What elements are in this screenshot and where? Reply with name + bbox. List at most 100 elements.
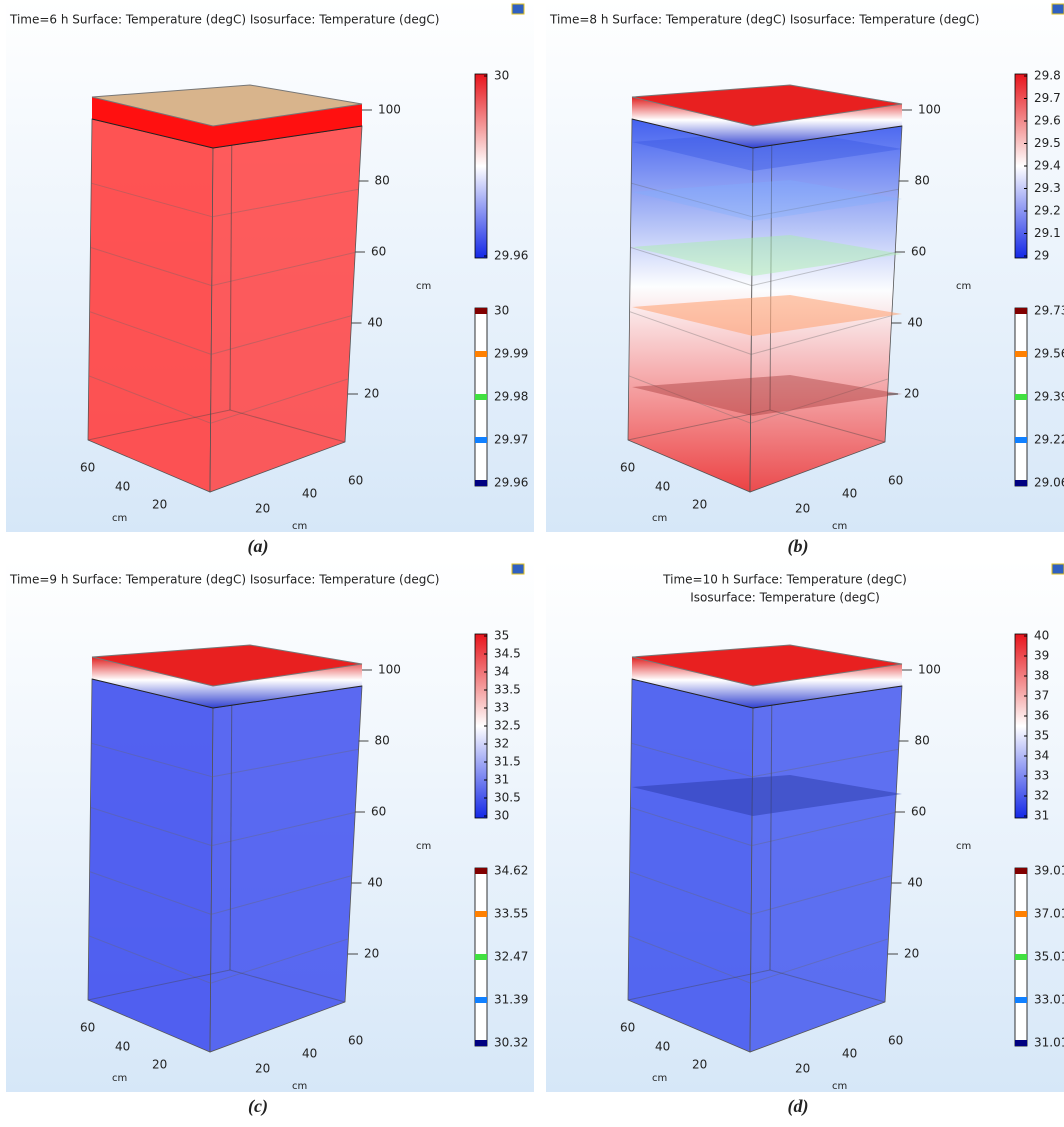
x-tick-label: 20 — [692, 1058, 707, 1072]
isosurface-legend-label: 31.01 — [1034, 1036, 1064, 1050]
x-axis-unit: cm — [652, 1073, 667, 1084]
y-tick-label: 60 — [888, 1034, 903, 1048]
surface-legend-label: 29 — [1034, 249, 1049, 263]
x-tick-label: 60 — [620, 461, 635, 475]
z-tick-label: 80 — [915, 734, 930, 748]
panel-caption: (a) — [248, 536, 269, 557]
toolbar-icon — [512, 564, 524, 574]
panel: Time=10 h Surface: Temperature (degC) Iso… — [546, 560, 1064, 1117]
surface-legend-label: 40 — [1034, 629, 1049, 643]
x-tick-label: 60 — [620, 1021, 635, 1035]
surface-legend-label: 29.7 — [1034, 91, 1061, 105]
isosurface-level-swatch — [1015, 394, 1027, 400]
z-tick-label: 60 — [911, 805, 926, 819]
x-tick-label: 60 — [80, 461, 95, 475]
isosurface-legend-label: 30.32 — [494, 1036, 528, 1050]
isosurface-level-swatch — [1015, 911, 1027, 917]
isosurface-level-swatch — [1015, 997, 1027, 1003]
toolbar-icon — [1052, 4, 1064, 14]
panel-caption: (d) — [788, 1096, 809, 1117]
surface-colorbar — [1015, 634, 1027, 818]
isosurface-legend-label: 37.01 — [1034, 907, 1064, 921]
x-tick-label: 40 — [655, 1040, 670, 1054]
x-axis-unit: cm — [112, 1073, 127, 1084]
plot-title: Time=9 h Surface: Temperature (degC) Iso… — [9, 573, 439, 587]
surface-legend-label: 31.5 — [494, 755, 521, 769]
surface-legend-label: 32 — [494, 737, 509, 751]
surface-legend-label: 29.2 — [1034, 204, 1061, 218]
x-tick-label: 20 — [692, 498, 707, 512]
isosurface-level-swatch — [475, 1040, 487, 1046]
y-tick-label: 40 — [842, 1047, 857, 1061]
isosurface-level-swatch — [1015, 437, 1027, 443]
z-tick-label: 100 — [918, 663, 941, 677]
y-tick-label: 20 — [255, 1062, 270, 1076]
plot-title: Time=6 h Surface: Temperature (degC) Iso… — [9, 13, 439, 27]
isosurface-legend-label: 34.62 — [494, 864, 528, 878]
z-tick-label: 20 — [364, 947, 379, 961]
y-tick-label: 60 — [348, 1034, 363, 1048]
x-tick-label: 40 — [115, 480, 130, 494]
z-axis-unit: cm — [956, 841, 971, 852]
surface-legend-label: 35 — [494, 629, 509, 643]
y-tick-label: 60 — [888, 474, 903, 488]
surface-legend-label: 31 — [494, 773, 509, 787]
x-tick-label: 40 — [655, 480, 670, 494]
y-axis-unit: cm — [292, 521, 307, 532]
isosurface-legend-label: 33.01 — [1034, 993, 1064, 1007]
z-tick-label: 80 — [375, 174, 390, 188]
surface-legend-label: 33.5 — [494, 683, 521, 697]
figure: Time=6 h Surface: Temperature (degC) Iso… — [0, 0, 1064, 1122]
isosurface-legend-label: 29.22 — [1034, 433, 1064, 447]
surface-legend-label: 30 — [494, 69, 509, 83]
isosurface-legend-label: 29.97 — [494, 433, 528, 447]
surface-legend-label: 29.3 — [1034, 181, 1061, 195]
surface-legend-label: 34 — [1034, 749, 1049, 763]
z-tick-label: 100 — [918, 103, 941, 117]
isosurface-level-swatch — [1015, 954, 1027, 960]
plot-title: Time=10 h Surface: Temperature (degC) — [662, 573, 907, 587]
z-axis-unit: cm — [956, 281, 971, 292]
z-tick-label: 40 — [368, 876, 383, 890]
isosurface-legend-label: 29.39 — [1034, 390, 1064, 404]
y-tick-label: 20 — [795, 1062, 810, 1076]
surface-legend-label: 33 — [1034, 769, 1049, 783]
isosurface-legend-label: 29.06 — [1034, 476, 1064, 490]
isosurface-level-swatch — [475, 997, 487, 1003]
isosurface-level-swatch — [475, 868, 487, 874]
surface-colorbar — [475, 74, 487, 258]
y-tick-label: 40 — [302, 487, 317, 501]
y-axis-unit: cm — [292, 1081, 307, 1092]
surface-legend-label: 34.5 — [494, 647, 521, 661]
surface-legend-label: 39 — [1034, 649, 1049, 663]
isosurface-level-swatch — [475, 308, 487, 314]
z-tick-label: 80 — [915, 174, 930, 188]
z-tick-label: 40 — [908, 876, 923, 890]
x-tick-label: 40 — [115, 1040, 130, 1054]
y-axis-unit: cm — [832, 521, 847, 532]
z-tick-label: 80 — [375, 734, 390, 748]
isosurface-legend-label: 35.01 — [1034, 950, 1064, 964]
plot-title: Isosurface: Temperature (degC) — [690, 591, 880, 605]
isosurface-level-swatch — [1015, 1040, 1027, 1046]
isosurface-legend-label: 29.73 — [1034, 304, 1064, 318]
x-tick-label: 60 — [80, 1021, 95, 1035]
z-tick-label: 60 — [371, 805, 386, 819]
x-axis-unit: cm — [112, 513, 127, 524]
surface-legend-label: 30 — [494, 809, 509, 823]
y-tick-label: 20 — [255, 502, 270, 516]
z-tick-label: 100 — [378, 103, 401, 117]
z-axis-unit: cm — [416, 281, 431, 292]
box-right-face — [210, 686, 362, 1052]
isosurface-level-swatch — [1015, 868, 1027, 874]
isosurface-level-swatch — [475, 954, 487, 960]
surface-legend-label: 32.5 — [494, 719, 521, 733]
box-right-face — [210, 126, 362, 492]
isosurface-legend-label: 31.39 — [494, 993, 528, 1007]
isosurface-legend-label: 33.55 — [494, 907, 528, 921]
surface-legend-label: 29.6 — [1034, 114, 1061, 128]
isosurface-legend-label: 29.99 — [494, 347, 528, 361]
x-axis-unit: cm — [652, 513, 667, 524]
z-tick-label: 20 — [904, 947, 919, 961]
surface-legend-label: 33 — [494, 701, 509, 715]
